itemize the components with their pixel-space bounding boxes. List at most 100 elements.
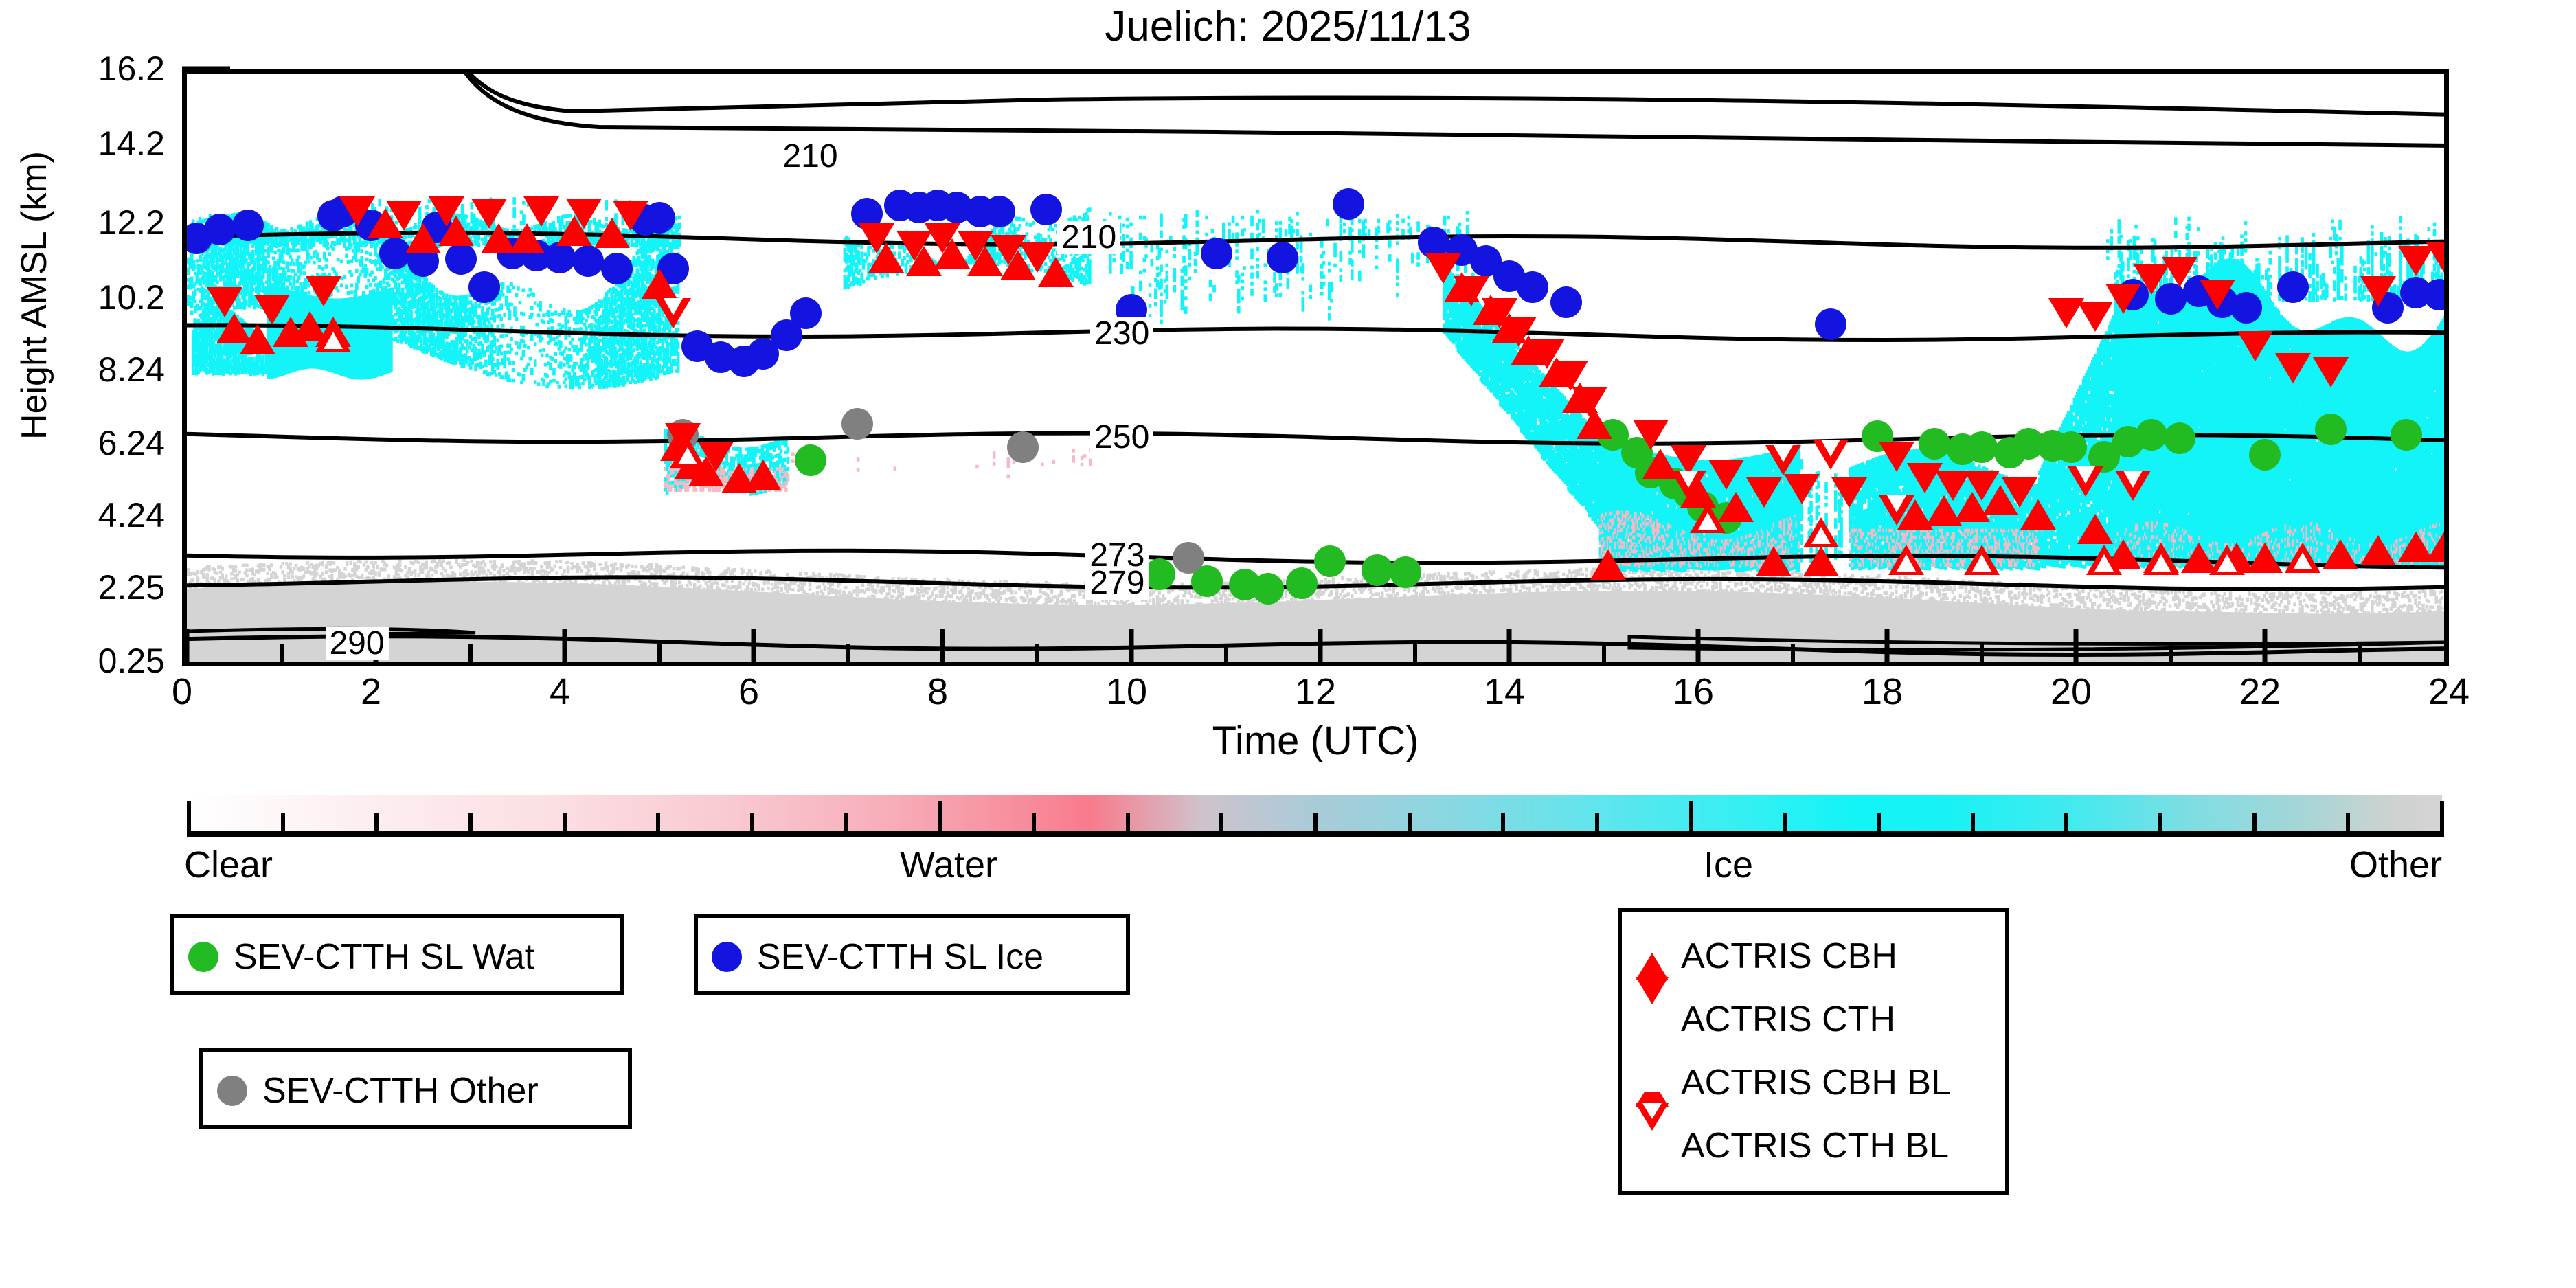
- marker-actris-cth: [253, 294, 290, 325]
- marker-sev-ctth-sl-ice: [983, 196, 1015, 227]
- legend-actris[interactable]: ACTRIS CBH ACTRIS CTH ACTRIS CBH BL ACTR…: [1618, 908, 2009, 1195]
- x-tick-mark: [562, 629, 567, 662]
- colorbar-tick: [1501, 813, 1506, 833]
- x-minor-tick: [846, 644, 850, 662]
- marker-sev-ctth-sl-ice: [232, 210, 264, 242]
- legend-label-actris-cbh-bl: ACTRIS CBH BL: [1681, 1065, 1951, 1100]
- x-axis-label: Time (UTC): [182, 718, 2449, 764]
- x-tick-label: 14: [1484, 673, 1525, 710]
- marker-actris-cbh-bl: [1888, 544, 1924, 575]
- legend-label-sev-sl-wat: SEV-CTTH SL Wat: [234, 939, 534, 975]
- legend-label-actris-cbh: ACTRIS CBH: [1681, 938, 1897, 974]
- marker-sev-ctth-sl-ice: [1814, 308, 1846, 341]
- x-tick-label: 24: [2428, 673, 2470, 710]
- marker-actris-cth: [471, 198, 507, 229]
- marker-sev-ctth-sl-ice: [1517, 271, 1549, 304]
- x-tick-label: 10: [1106, 673, 1147, 710]
- marker-sev-ctth-other: [1006, 431, 1039, 464]
- marker-sev-ctth-sl-wat: [2136, 418, 2167, 451]
- marker-sev-ctth-sl-ice: [2424, 279, 2444, 311]
- marker-actris-cth: [2200, 280, 2236, 310]
- marker-actris-cbh: [2247, 542, 2283, 573]
- y-tick-label: 2.25: [98, 570, 165, 605]
- colorbar-tick: [1877, 813, 1881, 833]
- colorbar-tick: [938, 801, 942, 833]
- gray-circle-icon: [217, 1076, 247, 1106]
- x-minor-tick: [2357, 644, 2362, 662]
- x-tick-mark: [187, 629, 190, 662]
- x-tick-mark: [2262, 629, 2268, 662]
- triangle-up-open-icon: [1636, 1067, 1669, 1107]
- colorbar-tick: [1313, 813, 1318, 833]
- marker-actris-cth-bl: [1765, 444, 1801, 475]
- y-tick-label: 10.2: [98, 280, 165, 315]
- marker-sev-ctth-sl-wat: [2164, 422, 2196, 455]
- page-title: Juelich: 2025/11/13: [0, 5, 2576, 48]
- marker-actris-cth: [958, 231, 994, 262]
- blue-circle-icon: [712, 942, 742, 972]
- marker-sev-ctth-sl-wat: [1144, 558, 1176, 590]
- marker-sev-ctth-sl-ice: [2277, 271, 2309, 304]
- colorbar-tick: [374, 813, 379, 833]
- contour-label: 230: [1090, 317, 1154, 350]
- triangle-down-open-icon: [1636, 1103, 1669, 1161]
- marker-sev-ctth-sl-ice: [1030, 194, 1063, 226]
- plot-canvas: 210 210 230 250 273 279 290: [187, 74, 2444, 662]
- marker-actris-cth: [2275, 353, 2312, 384]
- x-minor-tick: [1223, 644, 1228, 662]
- plot-area[interactable]: 210 210 230 250 273 279 290: [182, 69, 2449, 666]
- marker-sev-ctth-sl-ice: [1550, 286, 1582, 318]
- x-tick-mark: [1129, 629, 1134, 662]
- marker-sev-ctth-sl-ice: [789, 297, 822, 330]
- marker-sev-ctth-sl-ice: [600, 252, 633, 284]
- triangle-up-filled-icon: [1636, 941, 1669, 980]
- colorbar-label-ice: Ice: [1704, 844, 1753, 886]
- marker-sev-ctth-sl-ice: [1200, 238, 1232, 270]
- legend-sev-ctth-sl-wat[interactable]: SEV-CTTH SL Wat: [170, 914, 624, 995]
- colorbar-tick: [656, 813, 661, 833]
- legend-sev-ctth-sl-ice[interactable]: SEV-CTTH SL Ice: [694, 914, 1130, 995]
- marker-sev-ctth-sl-wat: [1389, 556, 1421, 588]
- marker-sev-ctth-sl-ice: [1418, 226, 1449, 258]
- x-minor-tick: [468, 644, 473, 662]
- marker-actris-cth-bl: [1671, 470, 1707, 501]
- marker-sev-ctth-sl-wat: [1918, 428, 1950, 460]
- marker-actris-cbh-bl: [2285, 542, 2320, 573]
- marker-actris-cth-bl: [2067, 466, 2103, 497]
- colorbar-tick: [1970, 813, 1975, 833]
- marker-actris-cth: [1831, 477, 1867, 508]
- marker-sev-ctth-sl-ice: [1333, 188, 1365, 220]
- legend-label-actris-cth-bl: ACTRIS CTH BL: [1681, 1128, 1949, 1164]
- marker-actris-cth: [207, 287, 242, 317]
- legend-sev-ctth-other[interactable]: SEV-CTTH Other: [199, 1048, 632, 1129]
- colorbar-tick: [2440, 801, 2444, 833]
- marker-sev-ctth-sl-ice: [444, 243, 477, 275]
- x-tick-label: 0: [172, 673, 192, 710]
- marker-actris-cth-bl: [655, 298, 692, 329]
- x-minor-tick: [1979, 644, 1984, 662]
- contour-label: 290: [325, 626, 389, 660]
- marker-actris-cth: [429, 196, 465, 227]
- green-circle-icon: [188, 942, 218, 972]
- marker-sev-ctth-sl-ice: [204, 213, 236, 245]
- marker-sev-ctth-other: [841, 407, 874, 440]
- contour-label: 273: [1085, 539, 1149, 573]
- marker-actris-cth-bl: [2114, 470, 2151, 501]
- y-tick-label: 6.24: [98, 426, 165, 460]
- legend-label-sev-sl-ice: SEV-CTTH SL Ice: [757, 939, 1043, 975]
- marker-actris-cbh: [509, 223, 545, 254]
- marker-actris-cbh: [2323, 539, 2358, 569]
- x-minor-tick: [657, 644, 662, 662]
- contour-label: 250: [1090, 421, 1154, 455]
- marker-sev-ctth-sl-ice: [544, 241, 576, 273]
- x-tick-label: 12: [1295, 673, 1336, 710]
- colorbar-tick: [844, 813, 848, 833]
- x-minor-tick: [2168, 644, 2173, 662]
- x-tick-mark: [1318, 629, 1323, 662]
- marker-actris-cth-bl: [1812, 439, 1849, 470]
- marker-sev-ctth-sl-ice: [572, 245, 605, 278]
- x-minor-tick: [1790, 644, 1795, 662]
- marker-actris-cth: [2162, 257, 2198, 288]
- triangle-down-filled-icon: [1636, 977, 1669, 1035]
